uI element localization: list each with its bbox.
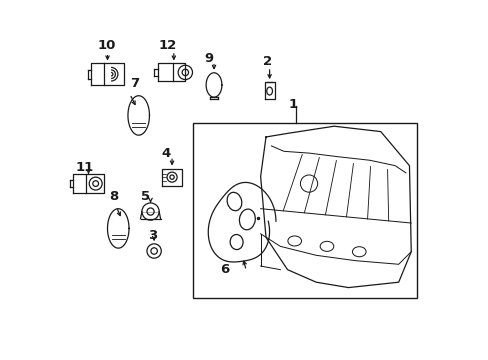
Text: 9: 9 bbox=[203, 51, 213, 64]
Text: 2: 2 bbox=[263, 55, 272, 68]
Text: 11: 11 bbox=[76, 161, 94, 174]
Bar bbox=[192, 123, 416, 298]
Text: 7: 7 bbox=[130, 77, 140, 90]
Text: 8: 8 bbox=[109, 190, 118, 203]
Text: 5: 5 bbox=[141, 190, 150, 203]
Text: 10: 10 bbox=[97, 39, 115, 52]
Text: 1: 1 bbox=[288, 98, 297, 111]
Text: 12: 12 bbox=[158, 39, 176, 52]
Text: 3: 3 bbox=[148, 229, 157, 242]
Text: 6: 6 bbox=[220, 263, 229, 276]
Text: 4: 4 bbox=[161, 147, 170, 159]
